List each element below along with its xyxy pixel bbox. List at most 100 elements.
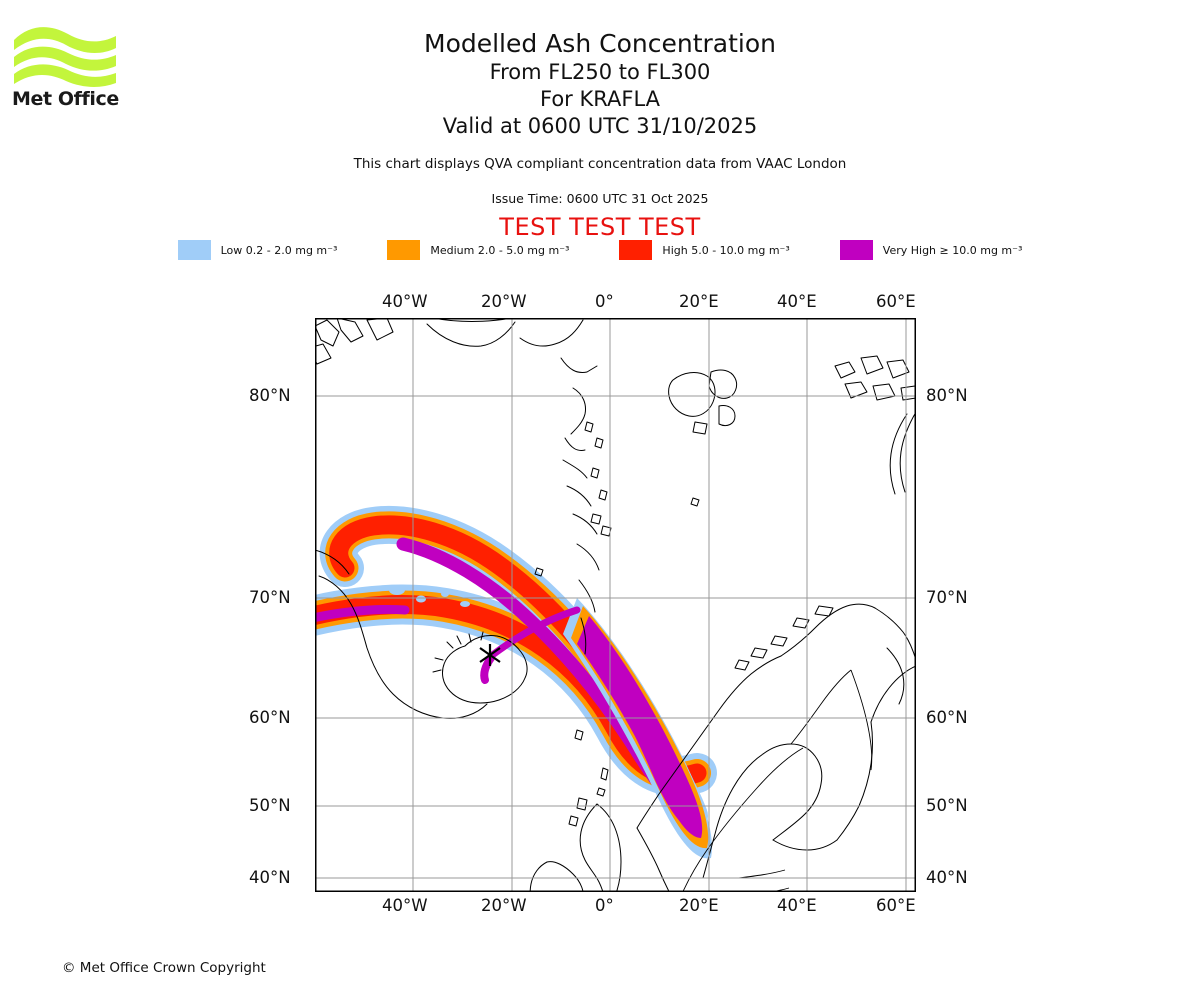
title-block: Modelled Ash Concentration From FL250 to… — [0, 28, 1200, 140]
lat-tick-right-3: 50°N — [926, 796, 968, 815]
lat-tick-right-2: 60°N — [926, 708, 968, 727]
border-baltic-1 — [738, 869, 786, 879]
coast-white-sea-inner — [886, 647, 905, 705]
coast-iceland — [442, 635, 528, 704]
coast-svalbard — [692, 421, 708, 435]
met-office-logo — [12, 22, 122, 114]
coast-svalbard — [668, 372, 716, 417]
ash-patch — [441, 591, 449, 597]
test-banner: TEST TEST TEST — [499, 213, 701, 241]
coast-white-sea — [874, 607, 916, 661]
coast-canadian-arctic — [315, 319, 340, 347]
coast-lofoten — [750, 647, 768, 659]
legend-very-high: Very High ≥ 10.0 mg m⁻³ — [839, 240, 1022, 260]
coast-island — [598, 489, 608, 501]
lat-tick-right-0: 80°N — [926, 386, 968, 405]
ash-plume-norway-lobe — [563, 598, 712, 859]
flight-level-subtitle: From FL250 to FL300 — [489, 60, 711, 84]
copyright-footer: © Met Office Crown Copyright — [62, 960, 266, 976]
coast-greenland — [426, 318, 600, 655]
ash-patch — [389, 585, 405, 595]
legend-medium-label: Medium 2.0 - 5.0 mg m⁻³ — [430, 243, 570, 257]
coast-novaya-zemlya — [899, 411, 916, 493]
legend-medium-swatch — [387, 240, 421, 260]
legend-low-label: Low 0.2 - 2.0 mg m⁻³ — [220, 243, 338, 257]
lon-tick-bottom-2: 0° — [595, 896, 614, 915]
coast-gulf-bothnia — [762, 743, 823, 841]
coast-island — [590, 467, 600, 479]
lon-tick-top-0: 40°W — [382, 292, 428, 311]
legend-high-swatch — [619, 240, 653, 260]
coast-franz-josef — [886, 359, 910, 379]
lat-tick-left-1: 70°N — [249, 588, 291, 607]
lon-tick-bottom-3: 20°E — [679, 896, 719, 915]
lat-tick-left-0: 80°N — [249, 386, 291, 405]
lat-tick-right-1: 70°N — [926, 588, 968, 607]
coast-faroe — [574, 729, 584, 741]
lat-tick-right-4: 40°N — [926, 868, 968, 887]
border-finland-russia — [850, 669, 873, 771]
ash-concentration-map[interactable] — [315, 318, 916, 892]
map-frame — [315, 318, 916, 892]
coast-island — [814, 605, 834, 617]
map-svg[interactable] — [315, 318, 916, 892]
coast-franz-josef — [834, 361, 856, 379]
coast-scandinavia-south — [636, 827, 670, 892]
lon-tick-bottom-0: 40°W — [382, 896, 428, 915]
lon-tick-top-1: 20°W — [481, 292, 527, 311]
page-title: Modelled Ash Concentration — [424, 29, 776, 58]
coast-bear-island — [690, 497, 700, 507]
graticule — [315, 318, 916, 892]
lon-tick-bottom-1: 20°W — [481, 896, 527, 915]
coast-iceland-fjords — [432, 631, 484, 673]
lon-tick-top-5: 60°E — [876, 292, 916, 311]
legend-low: Low 0.2 - 2.0 mg m⁻³ — [177, 240, 338, 260]
legend-very-high-swatch — [839, 240, 873, 260]
coast-lofoten — [770, 635, 788, 647]
coast-island — [590, 513, 602, 525]
plume-s-veryhigh — [315, 604, 410, 623]
coast-hebrides — [568, 815, 579, 827]
coast-franz-josef — [860, 355, 884, 375]
coast-novaya-zemlya — [889, 413, 908, 495]
issue-time: Issue Time: 0600 UTC 31 Oct 2025 — [491, 191, 709, 206]
coast-island — [600, 525, 612, 537]
qva-note: This chart displays QVA compliant concen… — [353, 156, 847, 172]
coast-great-britain — [579, 803, 604, 892]
coast-norway-west — [636, 655, 782, 829]
coast-island — [584, 421, 594, 433]
coast-island — [594, 437, 604, 449]
coast-jan-mayen — [534, 567, 544, 577]
legend-medium: Medium 2.0 - 5.0 mg m⁻³ — [387, 240, 569, 260]
coast-canadian-arctic — [315, 343, 332, 365]
lat-tick-left-3: 50°N — [249, 796, 291, 815]
concentration-legend: Low 0.2 - 2.0 mg m⁻³ Medium 2.0 - 5.0 mg… — [0, 240, 1200, 260]
lon-tick-bottom-5: 60°E — [876, 896, 916, 915]
legend-low-swatch — [177, 240, 211, 260]
legend-high-label: High 5.0 - 10.0 mg m⁻³ — [662, 243, 790, 257]
lon-tick-bottom-4: 40°E — [777, 896, 817, 915]
coast-svalbard — [708, 369, 738, 399]
plume-lobe-core — [593, 648, 695, 830]
coast-shetland — [600, 767, 609, 781]
coast-orkney — [596, 787, 606, 797]
lon-tick-top-3: 20°E — [679, 292, 719, 311]
coast-great-britain-east — [596, 803, 622, 892]
border-baltic-2 — [768, 887, 790, 892]
coast-svalbard — [718, 405, 736, 427]
met-office-waves-icon — [14, 27, 116, 87]
ash-patch — [416, 595, 426, 603]
coast-hebrides — [576, 797, 588, 811]
ash-patches-detached — [389, 585, 470, 607]
coast-kola — [870, 665, 916, 723]
coast-lofoten — [734, 659, 750, 671]
coast-norway-north — [780, 603, 876, 657]
border-sweden-finland — [790, 669, 852, 745]
met-office-wordmark: Met Office — [12, 88, 119, 110]
krafla-volcano-marker[interactable] — [479, 644, 501, 666]
lon-tick-top-4: 40°E — [777, 292, 817, 311]
coast-canadian-arctic — [336, 318, 364, 343]
lat-tick-left-4: 40°N — [249, 868, 291, 887]
legend-high: High 5.0 - 10.0 mg m⁻³ — [619, 240, 790, 260]
coast-franz-josef — [844, 381, 868, 399]
